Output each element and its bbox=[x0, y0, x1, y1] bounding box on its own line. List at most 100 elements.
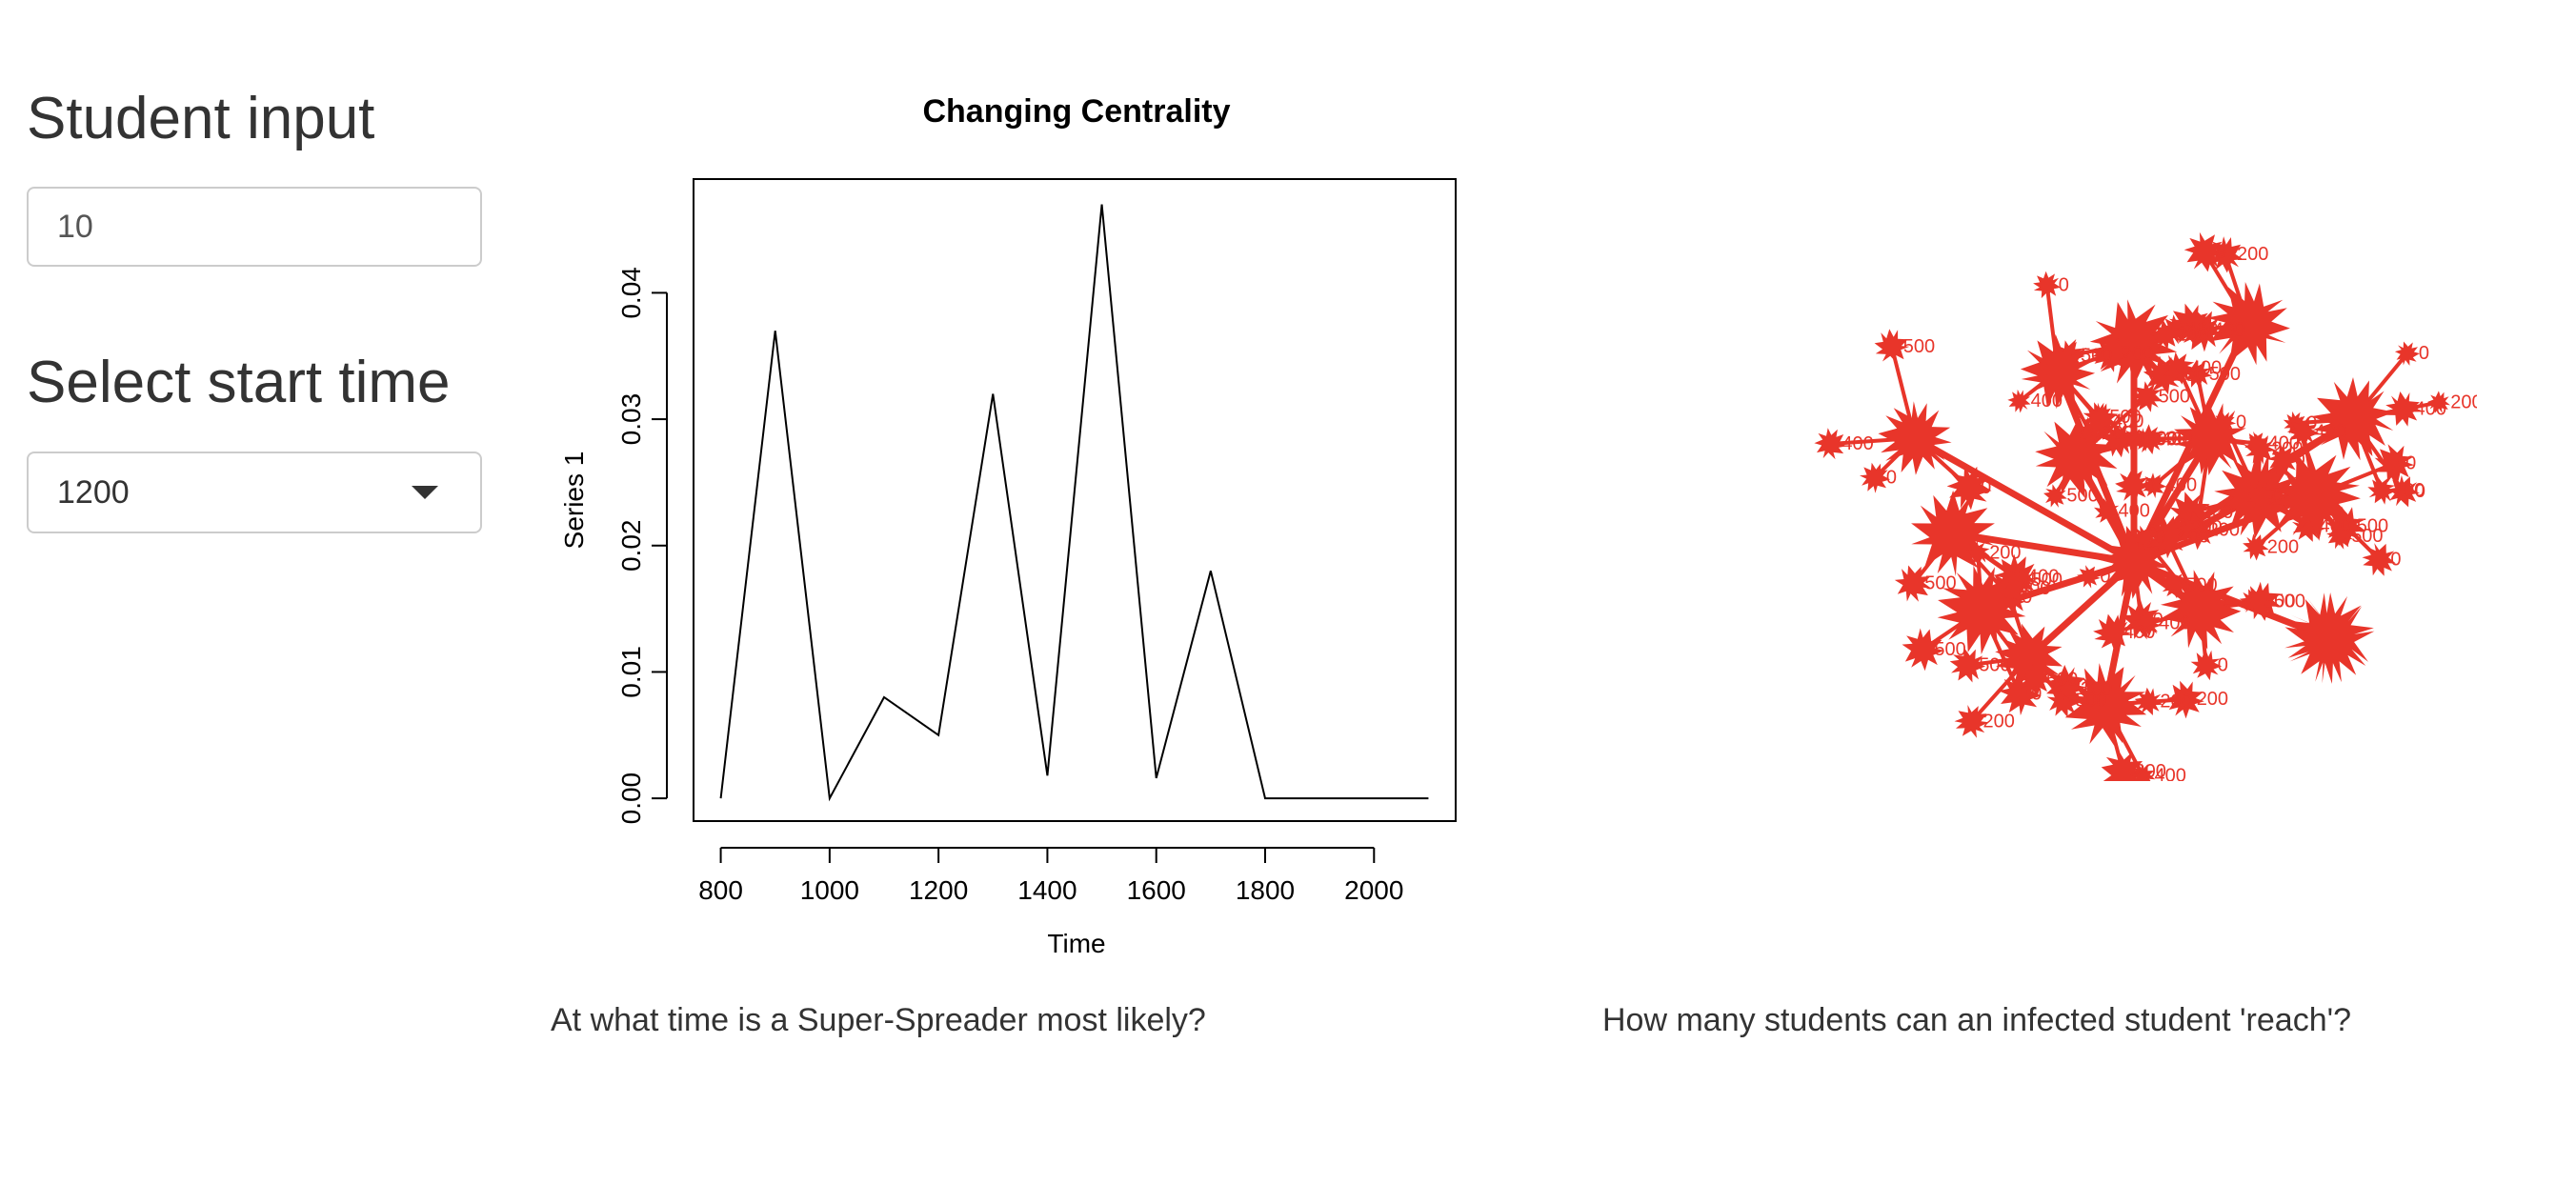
network-node-label: 500 bbox=[2156, 430, 2187, 451]
network-node-label: 200 bbox=[1983, 712, 2015, 732]
chart-series bbox=[719, 204, 1429, 802]
network-node bbox=[2143, 355, 2183, 395]
network-node-label: 0 bbox=[2272, 485, 2283, 506]
network-node bbox=[2292, 511, 2324, 542]
network-node-label: 0 bbox=[2202, 314, 2212, 335]
network-node bbox=[2131, 381, 2163, 412]
network-node bbox=[1954, 705, 1989, 738]
network-node bbox=[2043, 484, 2067, 508]
network-node bbox=[2134, 610, 2162, 638]
student-input-title: Student input bbox=[27, 86, 375, 151]
network-node bbox=[2244, 431, 2269, 456]
network-node-label: 500 bbox=[2175, 365, 2206, 386]
network-node bbox=[2180, 309, 2223, 352]
network-nodes bbox=[1814, 231, 2450, 781]
centrality-question-caption: At what time is a Super-Spreader most li… bbox=[551, 1002, 1206, 1038]
start-time-select[interactable]: 1200 bbox=[27, 452, 482, 533]
network-node bbox=[2100, 421, 2137, 458]
network-node-label: 400 bbox=[2159, 613, 2190, 634]
network-node-label: 500 bbox=[1924, 573, 1956, 594]
network-node-label: 0 bbox=[2059, 275, 2069, 296]
network-node-label: 500 bbox=[2075, 691, 2106, 712]
network-node-label: 500 bbox=[2046, 670, 2078, 691]
network-node bbox=[2190, 649, 2223, 681]
network-node bbox=[2093, 613, 2131, 652]
network-node bbox=[2134, 687, 2163, 715]
network-node bbox=[2046, 684, 2082, 718]
network-node-label: 0 bbox=[2022, 587, 2032, 608]
network-node-label: 500 bbox=[1903, 336, 1935, 357]
network-node bbox=[2324, 506, 2365, 548]
network-node-label: 200 bbox=[2237, 244, 2268, 265]
network-node bbox=[1965, 540, 1990, 566]
network-node bbox=[1878, 401, 1952, 475]
network-node-label: 200 bbox=[2103, 423, 2134, 444]
network-node-label: 0 bbox=[2218, 654, 2228, 675]
network-node bbox=[2427, 391, 2450, 413]
y-tick-label: 0.01 bbox=[616, 646, 646, 698]
network-node bbox=[2386, 474, 2420, 508]
network-node-label: 400 bbox=[2119, 501, 2150, 522]
network-node-label: 400 bbox=[2268, 433, 2300, 454]
network-node-label: 0 bbox=[2216, 241, 2226, 262]
network-node-label: 200 bbox=[2122, 344, 2153, 365]
x-tick-label: 1800 bbox=[1236, 875, 1295, 905]
x-tick-label: 1600 bbox=[1127, 875, 1186, 905]
y-tick-label: 0.02 bbox=[616, 520, 646, 572]
network-node bbox=[1894, 565, 1932, 602]
network-node bbox=[2101, 750, 2145, 781]
network-node bbox=[2056, 676, 2083, 702]
network-graph: 4000020005005005005004004000200200500040… bbox=[1814, 231, 2477, 781]
network-node bbox=[2149, 319, 2181, 351]
network-node bbox=[1937, 565, 2026, 654]
network-node bbox=[1987, 569, 2026, 608]
network-node bbox=[1814, 428, 1847, 460]
network-node-label: 400 bbox=[2019, 578, 2050, 599]
network-node-label: 400 bbox=[2165, 475, 2197, 496]
network-node bbox=[2115, 468, 2151, 504]
network-node bbox=[1874, 329, 1910, 364]
network-node-label: 0 bbox=[2390, 549, 2401, 570]
network-node bbox=[2394, 341, 2420, 366]
network-node bbox=[2245, 481, 2275, 511]
network-node-label: 0 bbox=[2306, 412, 2317, 433]
x-tick-label: 800 bbox=[698, 875, 743, 905]
network-node bbox=[2162, 351, 2195, 385]
network-node bbox=[2018, 662, 2052, 697]
plot-frame bbox=[693, 178, 1457, 822]
network-node bbox=[2141, 472, 2167, 498]
network-node-label: 200 bbox=[2271, 438, 2303, 459]
network-node-label: 400 bbox=[2027, 566, 2059, 587]
network-node-label: 400 bbox=[2186, 319, 2218, 340]
network-node bbox=[1902, 628, 1944, 672]
network-node-label: 0 bbox=[2295, 450, 2305, 471]
network-node bbox=[2094, 498, 2120, 525]
network-node-label: 200 bbox=[2177, 325, 2208, 346]
network-labels: 4000020005005005005004004000200200500040… bbox=[1841, 241, 2477, 781]
student-input-field[interactable] bbox=[27, 187, 482, 267]
network-node-label: 500 bbox=[2274, 591, 2305, 612]
y-tick-label: 0.04 bbox=[616, 267, 646, 319]
network-node-label: 500 bbox=[2185, 574, 2217, 595]
network-node-label: 400 bbox=[2415, 399, 2446, 420]
network-node-label: 200 bbox=[2208, 519, 2240, 540]
network-node bbox=[2160, 570, 2242, 650]
network-node-label: 200 bbox=[2393, 480, 2425, 501]
network-node bbox=[2131, 525, 2156, 551]
network-node-label: 200 bbox=[1989, 543, 2021, 564]
network-node bbox=[2173, 400, 2247, 476]
network-node-label: 400 bbox=[2031, 391, 2063, 411]
network-node bbox=[2311, 377, 2395, 461]
centrality-line-chart: Changing Centrality 800 1000 1200 1400 1600 1… bbox=[559, 93, 1457, 958]
network-node-label: 200 bbox=[2190, 517, 2222, 538]
network-node-label: 200 bbox=[2160, 692, 2191, 712]
network-node-label: 500 bbox=[2264, 591, 2295, 612]
network-edge bbox=[1913, 434, 2136, 566]
network-node bbox=[2286, 415, 2320, 449]
network-node-label: 500 bbox=[2081, 345, 2112, 366]
network-node-label: 500 bbox=[2209, 364, 2241, 385]
network-node bbox=[1860, 462, 1890, 493]
network-node-label: 200 bbox=[2267, 536, 2299, 557]
network-node-label: 0 bbox=[1981, 477, 1991, 498]
network-node bbox=[2033, 271, 2062, 300]
